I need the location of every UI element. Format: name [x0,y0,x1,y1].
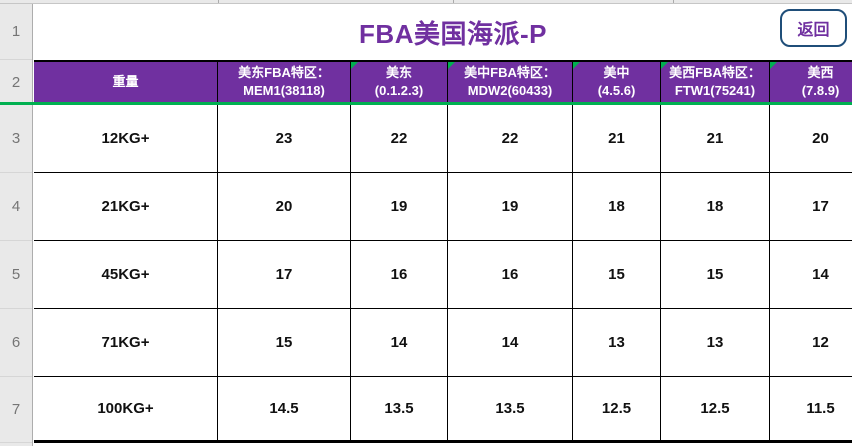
value-cell[interactable]: 15 [661,241,770,308]
row-number-3[interactable]: 3 [0,105,32,173]
value-cell[interactable]: 23 [218,105,351,172]
header-cell-0[interactable]: 重量 [34,62,218,102]
weight-cell[interactable]: 45KG+ [34,241,218,308]
row-number-1[interactable]: 1 [0,4,32,60]
table-row-7: 100KG+ 14.5 13.5 13.5 12.5 12.5 11.5 [34,377,852,440]
value-cell[interactable]: 19 [351,173,448,240]
value-cell[interactable]: 12.5 [661,377,770,440]
value-cell[interactable]: 18 [661,173,770,240]
value-cell[interactable]: 17 [770,173,852,240]
value-cell[interactable]: 19 [448,173,573,240]
header-label-line2: (7.8.9) [801,83,840,98]
green-accent-line [0,102,852,105]
header-cell-5[interactable]: 美西FBA特区： FTW1(75241) [661,62,770,102]
value-cell[interactable]: 17 [218,241,351,308]
column-header-strip [0,0,852,4]
row-number-5[interactable]: 5 [0,241,32,309]
error-indicator-icon [573,62,580,69]
table-row-3: 12KG+ 23 22 22 21 21 20 [34,105,852,173]
row-number-6[interactable]: 6 [0,309,32,377]
back-button[interactable]: 返回 [780,9,847,47]
table-body: 12KG+ 23 22 22 21 21 20 21KG+ 20 19 19 18 18 17 45KG+ 1… [34,105,852,440]
value-cell[interactable]: 22 [448,105,573,172]
column-boundary-tick [673,0,674,3]
weight-cell[interactable]: 21KG+ [34,173,218,240]
header-cell-1[interactable]: 美东FBA特区： MEM1(38118) [218,62,351,102]
table-header-row: 重量 美东FBA特区： MEM1(38118) 美东 (0.1.2.3) 美中FBA特区：… [34,62,852,102]
table-top-border [34,60,852,62]
table-row-6: 71KG+ 15 14 14 13 13 12 [34,309,852,377]
page-title[interactable]: FBA美国海派-P [359,18,547,49]
row-number-7[interactable]: 7 [0,377,32,443]
value-cell[interactable]: 21 [661,105,770,172]
header-label-line2: (0.1.2.3) [374,83,424,98]
error-indicator-icon [661,62,668,69]
value-cell[interactable]: 14 [448,309,573,376]
table-bottom-border [34,440,852,443]
table-row-4: 21KG+ 20 19 19 18 18 17 [34,173,852,241]
column-boundary-tick [453,0,454,3]
weight-cell[interactable]: 12KG+ [34,105,218,172]
value-cell[interactable]: 22 [351,105,448,172]
title-row: FBA美国海派-P [34,4,852,60]
header-cell-2[interactable]: 美东 (0.1.2.3) [351,62,448,102]
value-cell[interactable]: 15 [573,241,661,308]
header-cell-3[interactable]: 美中FBA特区： MDW2(60433) [448,62,573,102]
header-label-line1: 美中FBA特区： [464,65,556,80]
header-label-line1: 美中 [603,65,630,80]
value-cell[interactable]: 20 [218,173,351,240]
error-indicator-icon [351,62,358,69]
value-cell[interactable]: 13.5 [351,377,448,440]
column-boundary-tick [218,0,219,3]
error-indicator-icon [448,62,455,69]
weight-cell[interactable]: 71KG+ [34,309,218,376]
value-cell[interactable]: 20 [770,105,852,172]
header-label-line1: 美东FBA特区： [238,65,330,80]
header-cell-4[interactable]: 美中 (4.5.6) [573,62,661,102]
value-cell[interactable]: 13 [661,309,770,376]
header-cell-6[interactable]: 美西 (7.8.9) [770,62,852,102]
value-cell[interactable]: 14 [770,241,852,308]
value-cell[interactable]: 15 [218,309,351,376]
value-cell[interactable]: 13.5 [448,377,573,440]
value-cell[interactable]: 11.5 [770,377,852,440]
value-cell[interactable]: 14 [351,309,448,376]
header-label-line1: 美西 [807,65,834,80]
table-row-5: 45KG+ 17 16 16 15 15 14 [34,241,852,309]
value-cell[interactable]: 14.5 [218,377,351,440]
header-label-line1: 美西FBA特区： [669,65,761,80]
header-label-line1: 美东 [385,65,412,80]
value-cell[interactable]: 21 [573,105,661,172]
value-cell[interactable]: 13 [573,309,661,376]
value-cell[interactable]: 12 [770,309,852,376]
row-number-4[interactable]: 4 [0,173,32,241]
header-label-line2: MDW2(60433) [467,83,553,98]
header-label-line2: FTW1(75241) [674,83,756,98]
header-label-line1: 重量 [112,74,139,89]
row-number-2[interactable]: 2 [0,60,32,105]
error-indicator-icon [770,62,777,69]
header-label-line2: MEM1(38118) [243,83,325,98]
header-label-line2: (4.5.6) [597,83,636,98]
value-cell[interactable]: 16 [351,241,448,308]
value-cell[interactable]: 18 [573,173,661,240]
weight-cell[interactable]: 100KG+ [34,377,218,440]
value-cell[interactable]: 12.5 [573,377,661,440]
value-cell[interactable]: 16 [448,241,573,308]
